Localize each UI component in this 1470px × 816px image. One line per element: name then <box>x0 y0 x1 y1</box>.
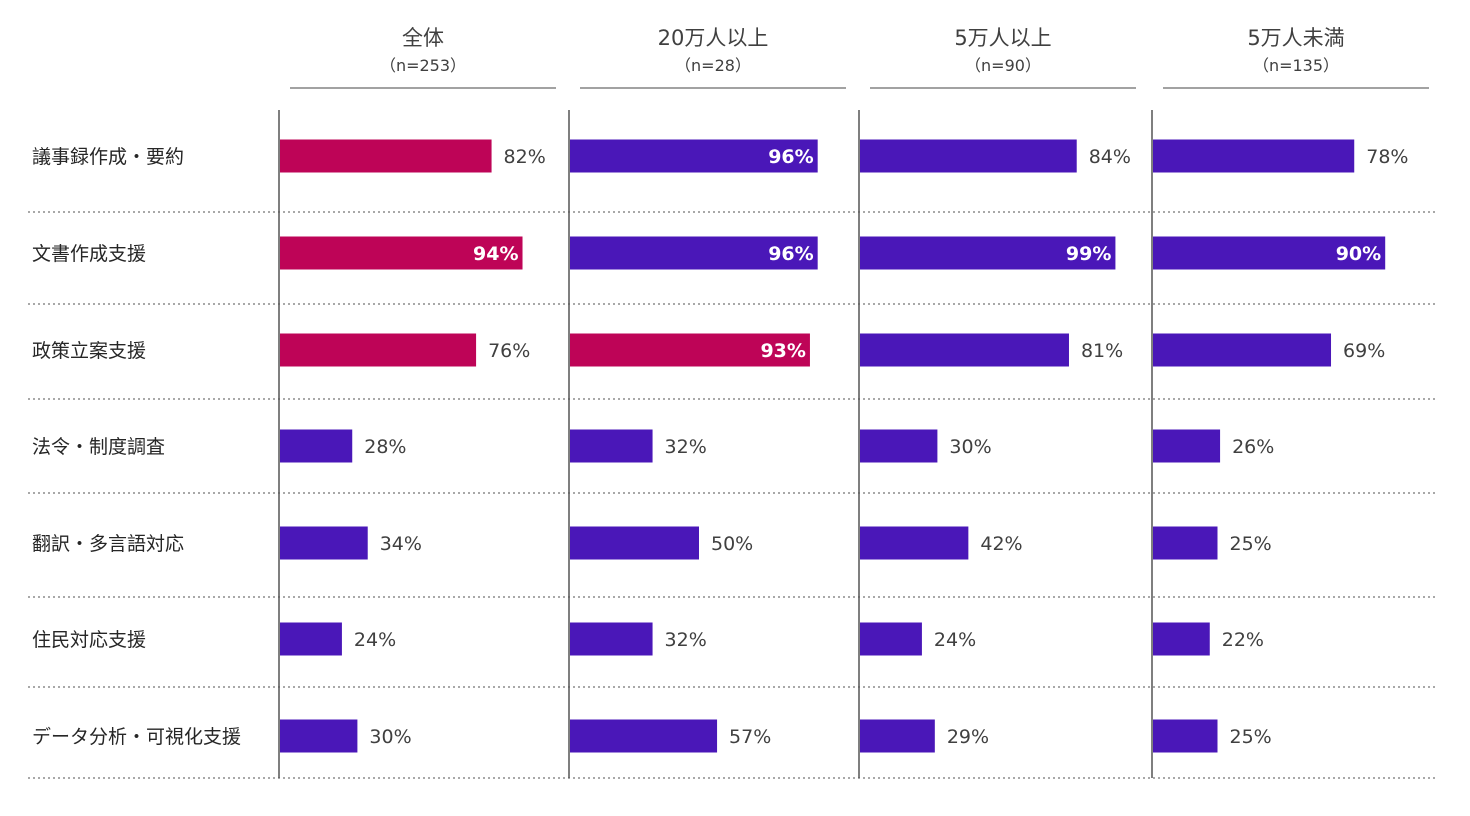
panel-axes <box>278 110 1153 778</box>
bar-1-4 <box>570 526 699 560</box>
row-label-3: 法令・制度調査 <box>32 436 165 458</box>
row-label-2: 政策立案支援 <box>32 340 146 362</box>
value-label-2-5: 24% <box>934 629 976 651</box>
value-label-2-4: 42% <box>980 533 1022 555</box>
bar-0-0 <box>280 139 492 173</box>
row-separators <box>28 211 1438 779</box>
bar-3-4 <box>1153 526 1218 560</box>
value-label-1-3: 32% <box>665 436 707 458</box>
value-label-1-2: 93% <box>760 340 805 362</box>
bar-0-6 <box>280 719 358 753</box>
value-labels: 82% 94% 76% 28% 34% 24% 30% 96% 96% 93% 32% 50% 32% 5… <box>354 146 1409 748</box>
bar-1-6 <box>570 719 718 753</box>
value-label-2-0: 84% <box>1089 146 1131 168</box>
bar-2-2 <box>860 333 1069 367</box>
bar-2-0 <box>860 139 1077 173</box>
value-label-2-2: 81% <box>1081 340 1123 362</box>
row-label-1: 文書作成支援 <box>32 243 146 265</box>
value-label-1-5: 32% <box>665 629 707 651</box>
bar-3-2 <box>1153 333 1332 367</box>
bar-2-3 <box>860 429 938 463</box>
value-label-3-3: 26% <box>1232 436 1274 458</box>
value-label-0-1: 94% <box>473 243 518 265</box>
bar-3-3 <box>1153 429 1221 463</box>
row-label-0: 議事録作成・要約 <box>32 146 184 168</box>
bar-2-5 <box>860 622 922 656</box>
column-headers: 全体 （n=253） 20万人以上 （n=28） 5万人以上 （n=90） 5万人未満 （n=… <box>290 26 1429 89</box>
bar-1-1 <box>570 236 818 270</box>
value-label-0-6: 30% <box>369 726 411 748</box>
row-label-4: 翻訳・多言語対応 <box>32 533 184 555</box>
column-title-1: 20万人以上 <box>658 26 769 50</box>
bar-3-6 <box>1153 719 1218 753</box>
value-label-0-3: 28% <box>364 436 406 458</box>
value-label-3-6: 25% <box>1230 726 1272 748</box>
value-label-1-6: 57% <box>729 726 771 748</box>
bar-0-2 <box>280 333 477 367</box>
value-label-0-4: 34% <box>380 533 422 555</box>
bar-1-2 <box>570 333 810 367</box>
value-label-0-5: 24% <box>354 629 396 651</box>
bar-1-0 <box>570 139 818 173</box>
bar-3-5 <box>1153 622 1210 656</box>
bar-2-1 <box>860 236 1116 270</box>
column-title-2: 5万人以上 <box>954 26 1051 50</box>
bar-0-5 <box>280 622 342 656</box>
column-title-0: 全体 <box>402 26 444 50</box>
bar-0-4 <box>280 526 368 560</box>
value-label-3-5: 22% <box>1222 629 1264 651</box>
value-label-2-6: 29% <box>947 726 989 748</box>
value-label-2-1: 99% <box>1066 243 1111 265</box>
bar-3-1 <box>1153 236 1386 270</box>
bar-0-1 <box>280 236 523 270</box>
column-n-label-0: （n=253） <box>380 56 466 75</box>
bar-1-5 <box>570 622 653 656</box>
bar-1-3 <box>570 429 653 463</box>
column-n-label-1: （n=28） <box>675 56 751 75</box>
bar-2-6 <box>860 719 935 753</box>
column-n-label-2: （n=90） <box>965 56 1041 75</box>
value-label-1-4: 50% <box>711 533 753 555</box>
value-label-0-0: 82% <box>504 146 546 168</box>
column-n-label-3: （n=135） <box>1253 56 1339 75</box>
value-label-2-3: 30% <box>949 436 991 458</box>
bars <box>280 139 1386 753</box>
row-label-6: データ分析・可視化支援 <box>32 726 241 748</box>
bar-0-3 <box>280 429 353 463</box>
value-label-3-1: 90% <box>1336 243 1381 265</box>
row-labels: 議事録作成・要約文書作成支援政策立案支援法令・制度調査翻訳・多言語対応住民対応支… <box>32 146 241 748</box>
value-label-1-0: 96% <box>768 146 813 168</box>
value-label-3-2: 69% <box>1343 340 1385 362</box>
row-label-5: 住民対応支援 <box>32 629 146 651</box>
bar-2-4 <box>860 526 969 560</box>
value-label-3-4: 25% <box>1230 533 1272 555</box>
value-label-3-0: 78% <box>1366 146 1408 168</box>
bar-3-0 <box>1153 139 1355 173</box>
value-label-0-2: 76% <box>488 340 530 362</box>
column-title-3: 5万人未満 <box>1247 26 1344 50</box>
value-label-1-1: 96% <box>768 243 813 265</box>
